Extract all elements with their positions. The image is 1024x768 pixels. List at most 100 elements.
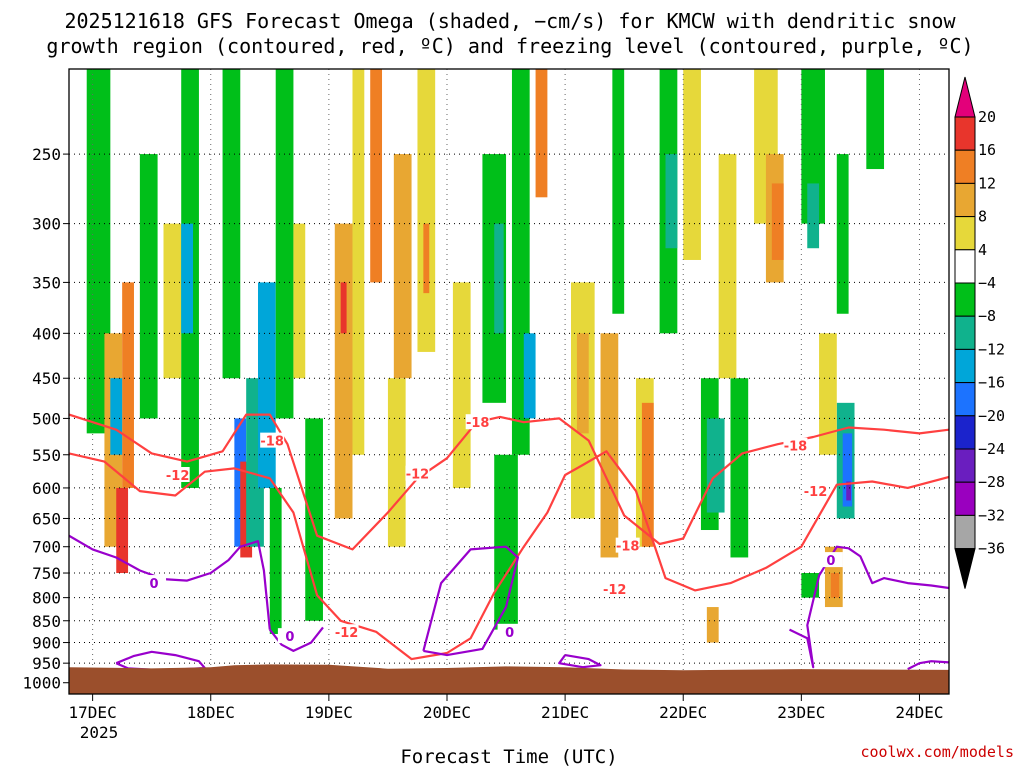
y-tick-label: 800 <box>32 589 61 608</box>
colorbar-swatch <box>954 249 976 284</box>
contour-label-bg <box>142 575 167 591</box>
x-tick-label: 21DEC <box>541 703 589 722</box>
colorbar-label: 20 <box>978 108 996 126</box>
omega-cell <box>423 223 430 294</box>
omega-cell <box>352 69 365 455</box>
omega-cell <box>222 69 241 379</box>
omega-cell <box>683 69 701 260</box>
colorbar-label: −12 <box>978 340 1005 358</box>
y-tick-label: 1000 <box>22 674 61 693</box>
omega-shading <box>86 69 885 643</box>
terrain-ground <box>69 664 949 694</box>
y-tick-label: 650 <box>32 509 61 528</box>
colorbar-swatch <box>954 282 976 317</box>
x-tick-label: 20DEC <box>423 703 471 722</box>
colorbar-label: 16 <box>978 141 996 159</box>
y-tick-label: 750 <box>32 564 61 583</box>
colorbar-label: 4 <box>978 241 987 259</box>
omega-cell <box>370 69 383 283</box>
omega-cell <box>600 333 619 558</box>
omega-cell <box>110 378 123 455</box>
x-tick-label: 17DEC <box>69 703 117 722</box>
contour-label-bg <box>334 624 359 640</box>
omega-cell <box>269 487 282 634</box>
freezing-level-line <box>422 545 520 657</box>
y-tick-label: 400 <box>32 324 61 343</box>
colorbar-label: −4 <box>978 274 996 292</box>
omega-cell <box>641 402 654 547</box>
x-axis: 17DEC 18DEC 19DEC 20DEC 21DEC 22DEC 23DEC 24DEC <box>69 694 944 722</box>
omega-cell <box>718 154 737 379</box>
contour-label-bg <box>277 628 302 644</box>
contour-label: -12 <box>335 626 359 641</box>
contour-label: -18 <box>616 540 640 555</box>
freezing-level-line <box>558 654 602 669</box>
contour-label-bg <box>783 437 808 453</box>
omega-cell <box>706 607 719 643</box>
contour-label: -18 <box>260 435 284 450</box>
omega-cell <box>535 69 548 198</box>
omega-cell <box>393 154 412 379</box>
colorbar-label: −24 <box>978 440 1005 458</box>
contour-labels: -18 -12 -18 -12 -12 -18 -12 -18 -12 0 0 0 0 <box>142 414 843 645</box>
omega-cell <box>866 69 885 170</box>
y-tick-label: 300 <box>32 215 61 234</box>
contour-label-bg <box>497 623 522 639</box>
contour-label: 0 <box>505 626 514 641</box>
colorbar-label: −32 <box>978 506 1005 524</box>
chart-title-line2: growth region (contoured, red, ºC) and f… <box>46 34 973 58</box>
contour-label: -12 <box>166 469 190 484</box>
contour-label-bg <box>615 537 640 553</box>
y-tick-label: 350 <box>32 273 61 292</box>
omega-cell <box>293 223 306 379</box>
y-axis: 250 300 350 400 450 500 550 600 650 700 750 800 850 9… <box>22 145 69 693</box>
omega-cell <box>836 154 849 314</box>
grid-lines <box>69 69 949 694</box>
chart-title-line1: 2025121618 GFS Forecast Omega (shaded, −… <box>64 9 956 33</box>
colorbar-bottom-arrow <box>954 548 976 589</box>
colorbar-label: −36 <box>978 540 1005 558</box>
y-tick-label: 450 <box>32 369 61 388</box>
colorbar-label: −28 <box>978 473 1005 491</box>
omega-cell <box>122 282 134 488</box>
colorbar-swatch <box>954 182 976 218</box>
omega-cell <box>452 282 471 488</box>
omega-cell <box>387 378 406 547</box>
y-tick-label: 950 <box>32 654 61 673</box>
y-tick-label: 600 <box>32 479 61 498</box>
x-axis-title: Forecast Time (UTC) <box>400 746 617 768</box>
contour-label: 0 <box>150 577 159 592</box>
omega-cell <box>612 69 625 314</box>
omega-cell <box>830 573 840 598</box>
colorbar-label: 8 <box>978 208 987 226</box>
omega-cell <box>576 333 589 434</box>
plot-frame <box>68 68 950 695</box>
contour-label: 0 <box>826 554 835 569</box>
omega-cell <box>846 481 851 501</box>
contour-label: -18 <box>466 416 490 431</box>
omega-cell <box>417 69 436 352</box>
contour-label-bg <box>165 467 190 483</box>
colorbar-swatch <box>954 382 976 417</box>
y-tick-label: 700 <box>32 538 61 557</box>
omega-cell <box>139 154 158 419</box>
contour-label-bg <box>602 580 627 596</box>
contour-minus12-line <box>69 450 949 661</box>
freezing-level-line <box>789 545 949 669</box>
colorbar-label: −8 <box>978 307 996 325</box>
colorbar-swatch <box>954 149 976 184</box>
colorbar: 20 16 12 8 4 −4 −8 −12 −16 −20 −24 −28 −32 −36 <box>954 76 1005 589</box>
omega-cell <box>163 223 182 379</box>
y-tick-label: 900 <box>32 634 61 653</box>
credit-text: coolwx.com/models <box>860 743 1014 761</box>
contour-label-bg <box>818 552 843 568</box>
omega-cell <box>305 418 323 621</box>
colorbar-swatch <box>954 216 976 251</box>
colorbar-label: 12 <box>978 174 996 192</box>
freezing-level-line <box>69 534 271 630</box>
y-tick-label: 550 <box>32 446 61 465</box>
colorbar-swatch <box>954 348 976 384</box>
omega-cell <box>334 223 353 519</box>
colorbar-swatch <box>954 116 976 151</box>
